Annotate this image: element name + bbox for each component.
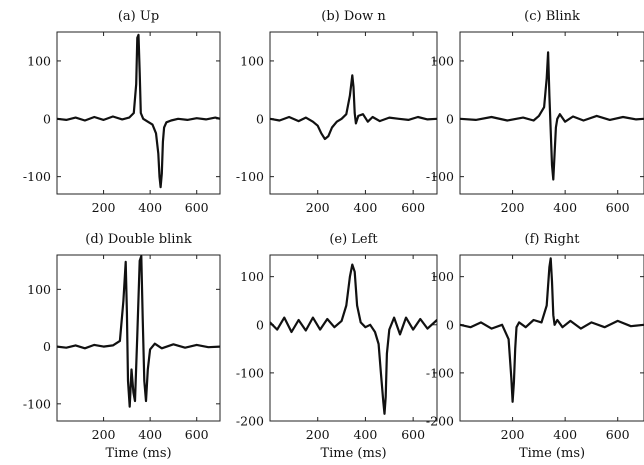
panel-title: (a) Up: [118, 9, 159, 24]
x-tick-label: 400: [553, 200, 577, 215]
signal-trace: [57, 255, 220, 408]
axes-frame: [56, 31, 221, 195]
x-tick-label: 200: [92, 427, 116, 442]
y-tick-label: -100: [236, 169, 264, 184]
y-tick-label: -100: [236, 365, 264, 380]
x-tick-label: 600: [401, 200, 425, 215]
chart-panel-4: (d) Double blink 200 400 600 -100 0 100 Time (m…: [23, 232, 221, 461]
panel-title: (d) Double blink: [85, 232, 192, 247]
y-tick-label: 0: [256, 317, 264, 332]
panel-title: (b) Dow n: [321, 9, 386, 24]
y-tick-label: 0: [446, 111, 454, 126]
x-tick-label: 200: [501, 200, 525, 215]
signal-trace: [460, 51, 644, 181]
chart-panel-3: (c) Blink 200 400 600 -100 0 100: [426, 9, 644, 215]
chart-panel-5: (e) Left 200 400 600 -200 -100 0 100 Time (ms): [236, 232, 438, 461]
axes-frame: [269, 254, 438, 422]
axes-frame: [459, 254, 644, 422]
y-tick-label: -100: [23, 169, 51, 184]
x-tick-label: 400: [138, 427, 162, 442]
x-axis-label: Time (ms): [105, 446, 171, 461]
x-tick-label: 400: [138, 200, 162, 215]
axes-frame: [56, 254, 221, 422]
chart-panel-2: (b) Dow n 200 400 600 -100 0 100: [236, 9, 438, 215]
x-axis-label: Time (ms): [320, 446, 386, 461]
x-tick-label: 400: [553, 427, 577, 442]
y-tick-label: 100: [27, 282, 51, 297]
x-tick-label: 200: [306, 427, 330, 442]
y-tick-label: 100: [27, 53, 51, 68]
x-tick-label: 200: [92, 200, 116, 215]
y-tick-label: -200: [426, 414, 454, 429]
signal-trace: [460, 257, 644, 403]
x-tick-label: 600: [401, 427, 425, 442]
chart-panel-6: (f) Right 200 400 600 -200 -100 0 100 Time (ms): [426, 232, 644, 461]
y-tick-label: -100: [426, 365, 454, 380]
x-tick-label: 400: [353, 427, 377, 442]
y-tick-label: 100: [430, 53, 454, 68]
y-tick-label: 100: [240, 53, 264, 68]
y-tick-label: 100: [240, 269, 264, 284]
y-tick-label: 0: [43, 339, 51, 354]
x-axis-label: Time (ms): [519, 446, 585, 461]
y-tick-label: 100: [430, 269, 454, 284]
x-tick-label: 200: [501, 427, 525, 442]
y-tick-label: 0: [43, 111, 51, 126]
signal-trace: [270, 74, 437, 141]
axes-frame: [459, 31, 644, 195]
x-tick-label: 600: [606, 427, 630, 442]
y-tick-label: -100: [23, 396, 51, 411]
panel-title: (c) Blink: [524, 9, 580, 24]
panel-title: (f) Right: [525, 232, 581, 247]
x-tick-label: 600: [606, 200, 630, 215]
chart-panel-1: (a) Up 200 400 600 -100 0 100: [23, 9, 221, 215]
x-tick-label: 600: [185, 427, 209, 442]
y-tick-label: 0: [256, 111, 264, 126]
y-tick-label: -100: [426, 169, 454, 184]
y-tick-label: 0: [446, 317, 454, 332]
x-tick-label: 400: [353, 200, 377, 215]
y-tick-label: -200: [236, 414, 264, 429]
panel-title: (e) Left: [329, 232, 378, 247]
x-tick-label: 600: [185, 200, 209, 215]
axes-frame: [269, 31, 438, 195]
x-tick-label: 200: [306, 200, 330, 215]
signal-trace: [270, 263, 437, 415]
signal-trace: [57, 33, 220, 189]
